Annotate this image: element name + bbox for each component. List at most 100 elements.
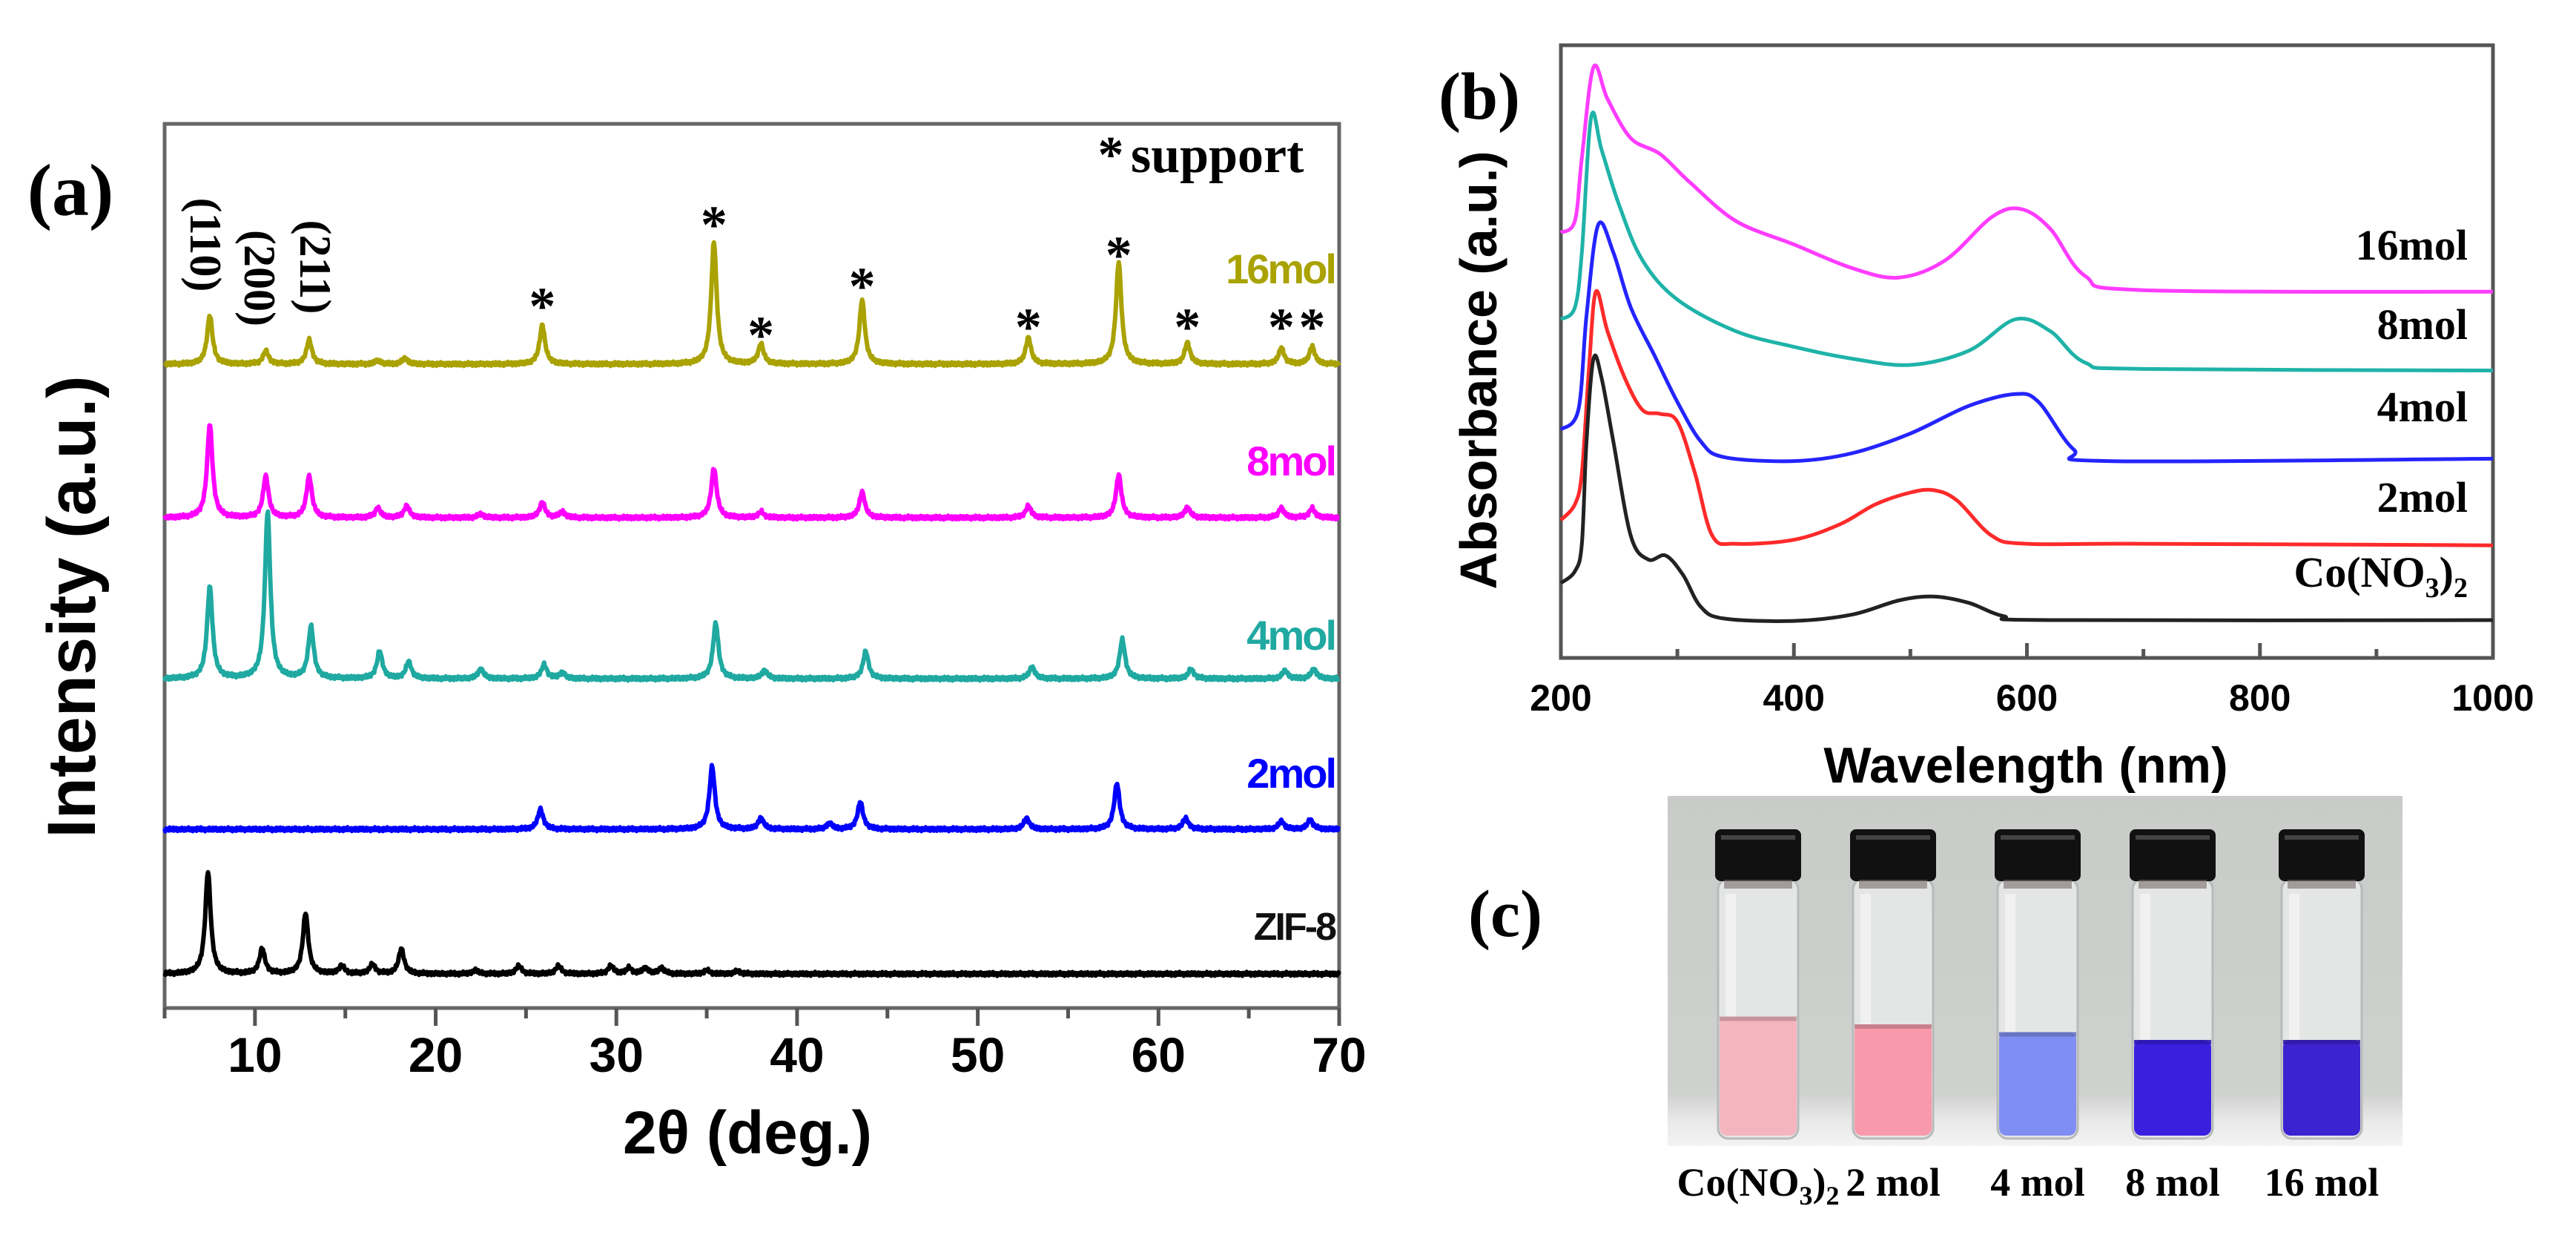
x-tick-label: 70 — [1312, 1027, 1366, 1082]
vial — [1850, 829, 1936, 1140]
vial-cap — [1715, 829, 1801, 881]
panel-a-y-axis-label: Intensity (a.u.) — [34, 375, 110, 838]
uvvis-trace-4mol — [1559, 220, 2494, 464]
xrd-trace-16mol — [162, 240, 1341, 369]
vial-liquid — [1855, 1024, 1932, 1136]
miller-index-label: (200) — [235, 230, 284, 326]
miller-index-label: (211) — [291, 220, 340, 314]
xrd-series-label: 16mol — [1226, 246, 1335, 292]
support-peak-asterisk: * — [1298, 297, 1325, 357]
x-tick-label: 40 — [770, 1027, 824, 1082]
support-peak-asterisk: * — [1106, 225, 1132, 285]
panel-b-x-axis-label: Wavelength (nm) — [1823, 737, 2227, 794]
support-peak-asterisk: * — [1268, 297, 1295, 357]
liquid-meniscus — [1999, 1032, 2076, 1037]
x-tick-label: 400 — [1763, 677, 1825, 719]
panel-a-label: (a) — [27, 149, 114, 231]
label-main: Co(NO — [1677, 1160, 1800, 1205]
vial-cap-highlight — [1721, 835, 1795, 840]
support-peak-asterisk: * — [529, 277, 555, 336]
vial-cap-highlight — [2285, 835, 2359, 840]
vial-label: 2 mol — [1846, 1160, 1941, 1205]
support-peak-asterisk: * — [747, 306, 774, 365]
vial-neck — [2139, 880, 2207, 889]
uvvis-series-label: 8mol — [2377, 300, 2468, 349]
vial-label: Co(NO3)2 — [1677, 1160, 1840, 1211]
xrd-series-label: 8mol — [1246, 438, 1335, 484]
vial-cap — [1850, 829, 1936, 881]
xrd-trace-4mol — [162, 509, 1341, 683]
uvvis-trace-co-no3-2 — [1559, 353, 2494, 623]
label-end: ) — [2440, 548, 2454, 596]
vial-liquid — [2283, 1040, 2360, 1136]
x-tick-label: 200 — [1530, 677, 1591, 719]
uvvis-series-label: 16mol — [2356, 221, 2468, 269]
x-tick-label: 600 — [1996, 677, 2058, 719]
vial-liquid — [1720, 1016, 1797, 1136]
liquid-meniscus — [2283, 1040, 2360, 1044]
vial — [2279, 829, 2365, 1140]
vial — [1995, 829, 2081, 1140]
panel-b-y-axis-label: Absorbance (a.u.) — [1450, 151, 1507, 589]
xrd-trace-2mol — [162, 763, 1341, 834]
vial-label: 16 mol — [2265, 1160, 2380, 1205]
miller-index-label: (110) — [181, 198, 230, 292]
panel-b-label: (b) — [1439, 60, 1520, 134]
support-peak-asterisk: * — [701, 195, 727, 254]
uvvis-trace-16mol — [1559, 63, 2494, 294]
panel-c-vial-photo: (c) Co(NO3)2 2 mol 4 mol 8 mol 16 mol — [1468, 796, 2402, 1211]
x-tick-label: 10 — [228, 1027, 282, 1082]
vial-label: 4 mol — [1990, 1160, 2085, 1205]
uvvis-series-label: 4mol — [2377, 383, 2468, 431]
x-tick-label: 60 — [1132, 1027, 1186, 1082]
liquid-meniscus — [1720, 1016, 1797, 1021]
panel-a-xrd-chart: (a) 10 20 30 40 50 60 70 ******* * * (110) (200)(… — [27, 122, 1367, 1167]
uvvis-series-label: 2mol — [2377, 473, 2468, 521]
xrd-series-label: 4mol — [1246, 612, 1335, 659]
vial-cap — [2130, 829, 2216, 881]
vial — [2130, 829, 2216, 1140]
vial-neck — [2004, 880, 2072, 889]
vial-cap — [2279, 829, 2365, 881]
label-subscript: 3 — [2425, 573, 2440, 604]
vial — [1715, 829, 1801, 1140]
liquid-meniscus — [1855, 1024, 1932, 1029]
vial-cap-highlight — [1856, 835, 1930, 840]
support-peak-asterisk: * — [1174, 297, 1201, 357]
panel-a-x-axis-label: 2θ (deg.) — [623, 1099, 872, 1167]
panel-c-label: (c) — [1468, 877, 1542, 951]
uvvis-trace-8mol — [1559, 111, 2494, 372]
label-subscript: 3 — [1800, 1181, 1813, 1211]
label-main: Co(NO — [2293, 548, 2425, 596]
vial-cap-highlight — [2001, 835, 2075, 840]
panel-b-uvvis-chart: (b) 200 400 600 800 1000 Wavelength (nm) Abs… — [1439, 43, 2534, 794]
x-tick-label: 50 — [951, 1027, 1005, 1082]
x-tick-label: 30 — [589, 1027, 644, 1082]
vial-liquid — [1999, 1032, 2076, 1136]
xrd-series-label: ZIF-8 — [1254, 906, 1336, 949]
xrd-series-label: 2mol — [1246, 750, 1335, 797]
xrd-trace-zif-8 — [162, 869, 1341, 978]
vial-cap — [1995, 829, 2081, 881]
vial-cap-highlight — [2136, 835, 2210, 840]
x-tick-label: 800 — [2229, 677, 2291, 719]
uvvis-series-label: Co(NO3)2 — [2293, 548, 2468, 604]
support-peak-asterisk: * — [1015, 297, 1042, 357]
support-peak-asterisk: * — [849, 257, 876, 316]
label-subscript: 2 — [2454, 573, 2468, 604]
x-tick-label: 20 — [409, 1027, 463, 1082]
panel-a-axes-frame — [162, 122, 1341, 1010]
liquid-meniscus — [2134, 1040, 2211, 1044]
support-legend-label: support — [1131, 127, 1304, 184]
x-tick-label: 1000 — [2451, 677, 2534, 719]
vial-label: 8 mol — [2125, 1160, 2220, 1205]
xrd-trace-8mol — [162, 423, 1341, 522]
vial-neck — [1859, 880, 1927, 889]
support-asterisk-legend-symbol: * — [1098, 127, 1124, 184]
vial-neck — [1724, 880, 1792, 889]
label-subscript: 2 — [1826, 1181, 1839, 1211]
vial-liquid — [2134, 1040, 2211, 1136]
uvvis-trace-2mol — [1559, 289, 2494, 547]
